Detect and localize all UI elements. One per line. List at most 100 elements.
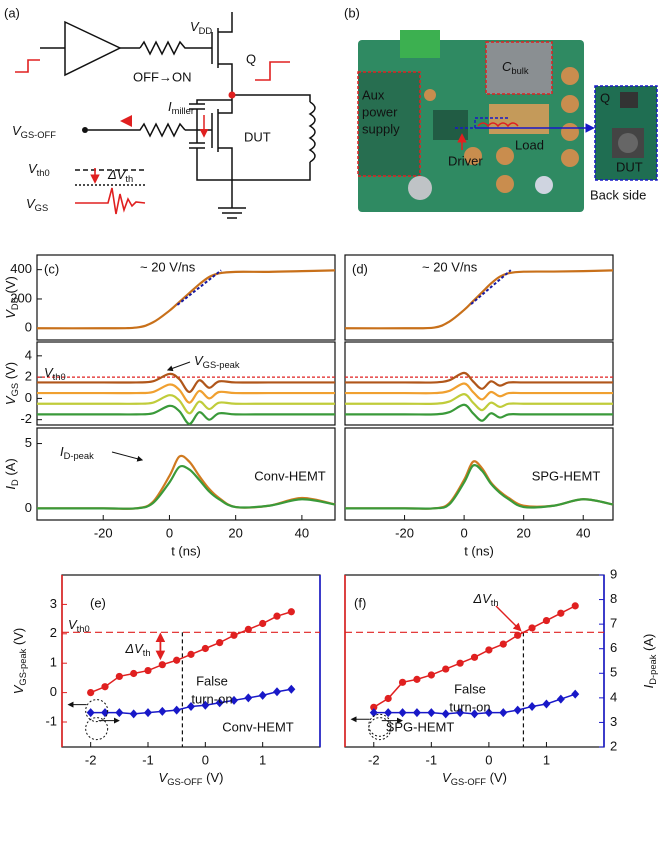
data-point [230,631,238,639]
text-part: V [28,161,38,176]
x-tick-label: -1 [142,752,154,767]
diagram-label: VDD [190,19,212,36]
series-line [37,383,335,404]
annotation: turn-on [191,691,232,706]
panel-label: (e) [90,595,106,610]
x-tick-label: -2 [85,752,97,767]
data-point [101,683,109,691]
y-tick-label: 400 [10,261,32,276]
y-tick-label: -1 [45,713,57,728]
annotation: Conv-HEMT [222,719,294,734]
data-point [499,640,507,648]
data-point [441,709,450,719]
x-tick-label: 20 [516,525,530,540]
series-line [344,269,614,330]
annotation: False [196,673,228,688]
data-point [187,701,195,711]
y-tick-label: 200 [10,290,32,305]
y-axis-label: VGS-peak (V) [11,628,28,695]
photo-label: DUT [616,159,643,174]
circuit [15,12,316,219]
y2-tick-label: 8 [610,591,617,606]
x-axis-label: VGS-OFF (V) [159,770,224,787]
diagram-label: OFF→ON [133,69,192,84]
photo-label: Driver [448,153,483,168]
annotation: turn-on [449,699,490,714]
x-tick-label: 0 [485,752,492,767]
text-part: D-peak [648,654,658,684]
annotation: Conv-HEMT [254,468,326,483]
text-part: I [60,444,64,459]
data-point [556,694,565,704]
data-point [456,708,465,718]
x-tick-label: -20 [94,525,113,540]
y2-tick-label: 6 [610,640,617,655]
text-part: V [194,353,204,368]
text-part: th [125,174,133,184]
text-part: GS-OFF [167,777,203,787]
plot-frame [344,254,614,341]
photo-label: Aux [362,87,385,102]
text-part: (V) [3,276,18,297]
data-point [273,687,281,697]
data-point [571,689,580,699]
y2-tick-label: 3 [610,714,617,729]
data-point [187,650,195,658]
y2-axis-label: ID-peak (A) [641,634,658,689]
x-tick-label: 20 [228,525,242,540]
text-part: th [143,648,151,658]
annotation: ~ 20 V/ns [422,259,478,274]
series-line [37,464,336,510]
y-tick-label: 0 [25,500,32,515]
text-part: GS-OFF [21,130,57,140]
axis-hint [368,717,392,741]
data-point [528,624,536,632]
text-part: V [3,309,18,319]
data-point [258,690,267,700]
text-part: (V) [203,770,224,785]
text-part: DS [10,297,20,310]
x-tick-label: 0 [202,752,209,767]
data-point [201,700,210,710]
diagram-label: Vth0 [28,161,50,178]
y-tick-label: 2 [25,369,32,384]
text-part: th0 [53,372,66,382]
series-line [345,403,613,422]
annotation: SPG-HEMT [386,719,455,734]
plot-frame [344,427,614,521]
data-point [412,708,421,718]
data-point [470,653,479,661]
dvth-arrow [495,605,522,632]
data-point [172,705,181,715]
x-axis-label: t (ns) [171,543,201,558]
text-part: th [491,598,499,608]
data-point [287,684,296,694]
annotation: ΔVth [124,641,150,658]
text-part: (V) [3,362,18,383]
data-point [173,656,181,664]
panel-label: (d) [352,261,368,276]
y-tick-label: 0 [25,320,32,335]
text-part: V [190,19,200,34]
series-line [345,464,614,510]
arrow [166,361,191,372]
y-tick-label: 2 [50,625,57,640]
data-point [427,671,435,679]
data-point [398,678,407,686]
text-part: D-peak [64,451,94,461]
text-part: (A) [3,458,18,479]
data-point [287,608,295,616]
data-point [244,693,253,703]
data-point [484,708,493,718]
data-point [230,695,238,705]
diagram-label: Q [246,51,256,66]
series-line [37,394,335,415]
text-part: I [168,99,172,114]
text-part: V [442,770,452,785]
data-point [144,666,152,675]
y2-tick-label: 2 [610,738,617,753]
annotation: Vth0 [68,617,90,634]
y-tick-label: -2 [20,411,32,426]
annotation: VGS-peak [194,353,240,370]
